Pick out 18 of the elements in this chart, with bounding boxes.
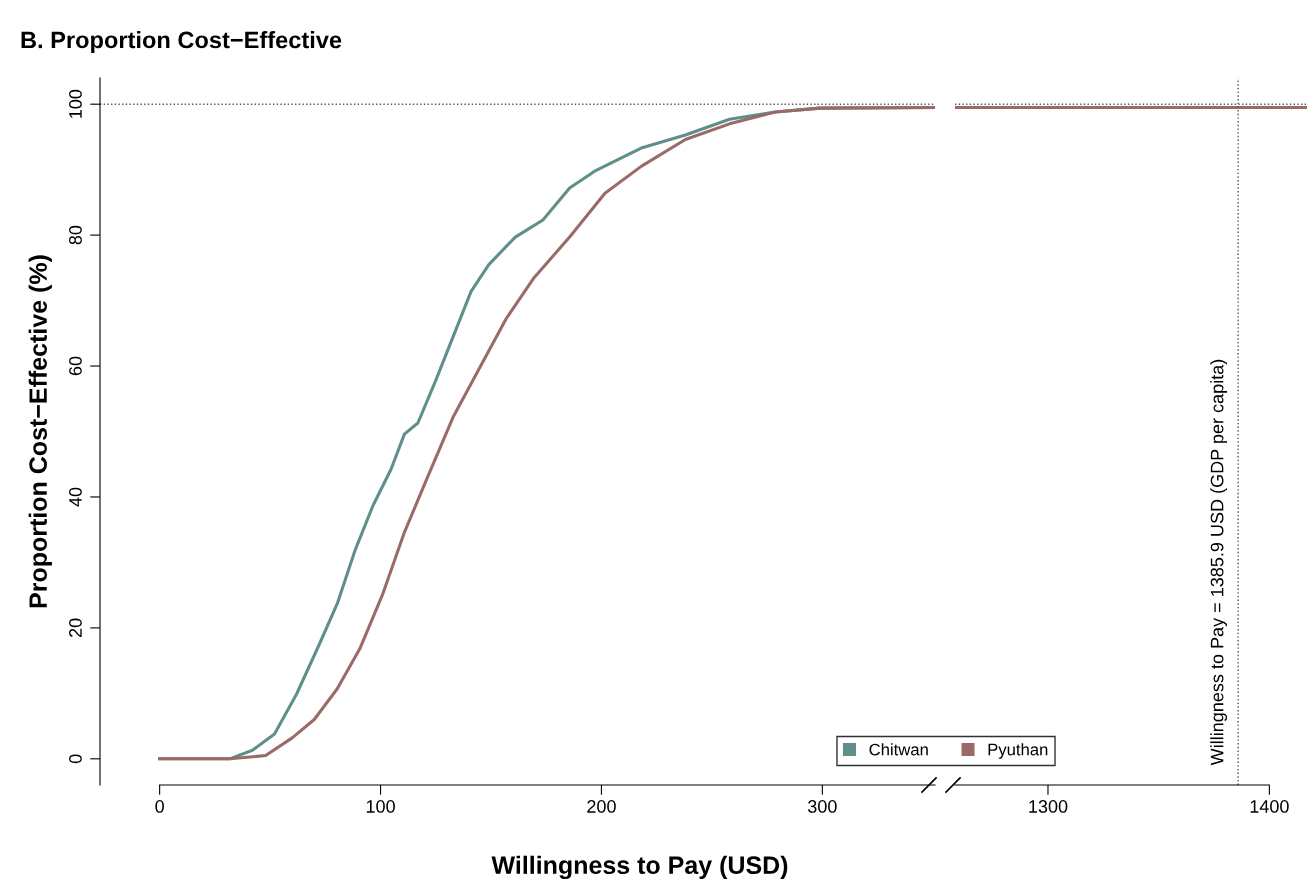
y-tick-label: 40 bbox=[69, 487, 82, 507]
y-tick-label: 100 bbox=[69, 89, 82, 118]
legend-label: Chitwan bbox=[869, 743, 928, 756]
ref-line-label: Willingness to Pay = 1385.9 USD (GDP per capita) bbox=[1210, 359, 1228, 766]
legend-label: Pyuthan bbox=[988, 743, 1048, 759]
y-tick-label: 60 bbox=[69, 356, 82, 376]
x-tick-label: 300 bbox=[807, 800, 837, 813]
x-axis-title: Willingness to Pay (USD) bbox=[491, 855, 788, 880]
x-tick-label: 100 bbox=[366, 800, 395, 813]
y-tick-label: 80 bbox=[69, 225, 82, 245]
y-axis-title: Proportion Cost−Effective (%) bbox=[28, 255, 52, 608]
x-tick-label: 1400 bbox=[1250, 800, 1289, 813]
x-tick-label: 1300 bbox=[1029, 800, 1068, 813]
x-tick-label: 0 bbox=[155, 800, 164, 813]
y-tick-label: 0 bbox=[69, 754, 82, 764]
y-tick-label: 20 bbox=[69, 618, 82, 638]
chart-title: B. Proportion Cost−Effective bbox=[21, 31, 342, 53]
x-tick-label: 200 bbox=[587, 800, 616, 813]
